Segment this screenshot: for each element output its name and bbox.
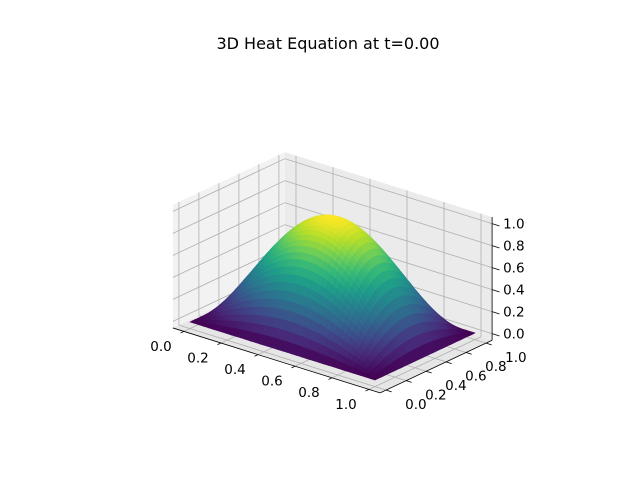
z-tick-mark bbox=[491, 245, 500, 249]
y-tick-mark bbox=[445, 361, 452, 365]
y-tick-mark bbox=[465, 352, 472, 355]
grid-line-z-left bbox=[172, 202, 286, 256]
y-tick-label: 0.2 bbox=[425, 387, 446, 403]
x-tick-label: 0.4 bbox=[224, 362, 245, 378]
grid-line-x-floor bbox=[368, 336, 482, 390]
x-tick-mark bbox=[254, 354, 259, 357]
z-tick-mark bbox=[491, 333, 500, 337]
z-tick-mark bbox=[491, 223, 500, 227]
grid-line-z-left bbox=[172, 180, 286, 234]
x-tick-label: 1.0 bbox=[335, 397, 356, 413]
z-tick-mark bbox=[491, 311, 500, 315]
chart-title: 3D Heat Equation at t=0.00 bbox=[216, 34, 439, 53]
x-tick-mark bbox=[217, 342, 222, 346]
axes bbox=[172, 217, 493, 394]
x-tick-label: 0.2 bbox=[187, 350, 208, 366]
y-tick-label: 0.0 bbox=[405, 397, 426, 413]
x-tick-mark bbox=[365, 389, 370, 392]
y-axis-line bbox=[379, 339, 493, 394]
z-tick-label: 0.6 bbox=[503, 261, 524, 277]
y-tick-label: 1.0 bbox=[505, 350, 526, 366]
x-tick-mark bbox=[328, 377, 333, 380]
back-right-pane bbox=[284, 152, 493, 341]
x-tick-mark bbox=[291, 365, 296, 369]
y-tick-mark bbox=[485, 342, 492, 346]
z-tick-mark bbox=[491, 267, 500, 271]
grid-line-z-right bbox=[284, 180, 493, 247]
grid-line-z-right bbox=[284, 202, 493, 269]
x-tick-label: 0.0 bbox=[150, 339, 171, 355]
z-tick-label: 0.2 bbox=[503, 305, 524, 321]
z-tick-label: 0.0 bbox=[503, 327, 524, 343]
x-axis-line bbox=[172, 327, 381, 394]
z-tick-label: 0.8 bbox=[503, 239, 524, 255]
y-tick-label: 0.8 bbox=[485, 359, 506, 375]
y-tick-label: 0.4 bbox=[445, 378, 466, 394]
grid-line-y-floor bbox=[178, 324, 387, 391]
tick-labels: 0.00.20.40.60.81.0 0.00.20.40.60.81.00.00… bbox=[150, 217, 526, 413]
y-tick-label: 0.6 bbox=[465, 369, 486, 385]
z-tick-mark bbox=[491, 289, 500, 293]
y-tick-mark bbox=[405, 380, 412, 383]
x-tick-label: 0.6 bbox=[261, 374, 282, 390]
grid-line-z-left bbox=[172, 224, 286, 278]
y-tick-mark bbox=[425, 370, 432, 374]
x-tick-mark bbox=[180, 331, 185, 334]
x-tick-label: 0.8 bbox=[298, 385, 319, 401]
surface-cell bbox=[369, 376, 379, 381]
surface-plot bbox=[189, 214, 476, 381]
grid-line-z-right bbox=[284, 158, 493, 225]
y-tick-mark bbox=[385, 389, 392, 393]
z-tick-label: 0.4 bbox=[503, 283, 524, 299]
z-tick-label: 1.0 bbox=[503, 217, 524, 233]
grid-line-z-left bbox=[172, 158, 286, 212]
